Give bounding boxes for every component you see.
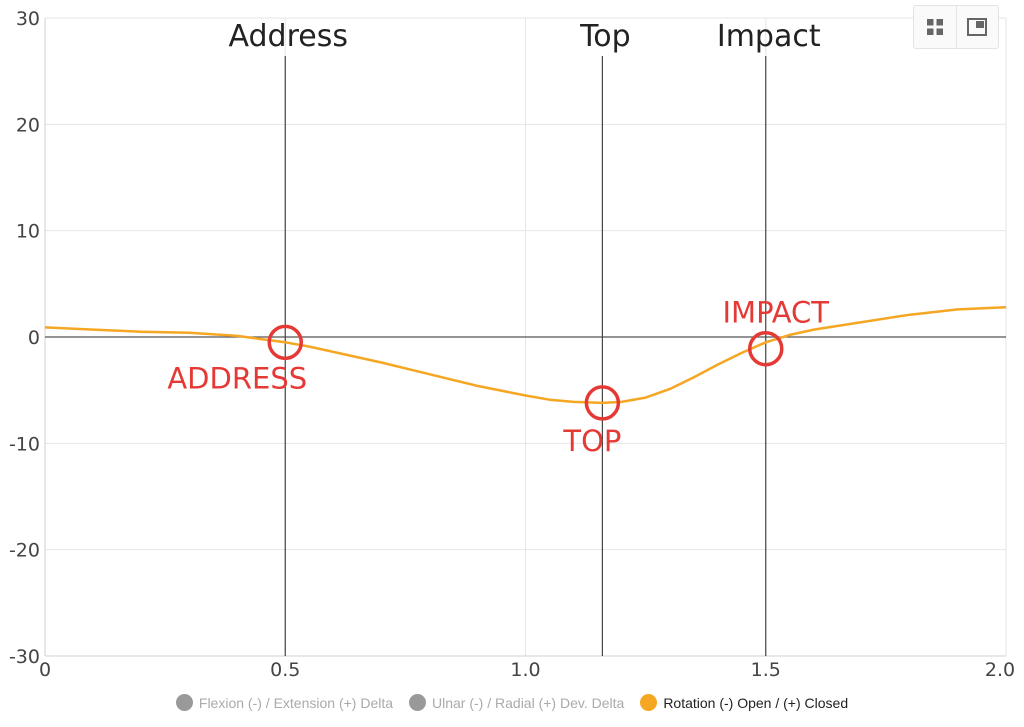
expand-button[interactable] [955,6,999,48]
y-tick-label: -30 [9,646,40,668]
legend-item[interactable]: Flexion (-) / Extension (+) Delta [173,694,396,711]
y-tick-label: 0 [28,327,40,349]
grid-view-button[interactable] [914,6,956,48]
legend-item[interactable]: Rotation (-) Open / (+) Closed [637,694,851,711]
grid-icon [926,19,943,35]
legend-label: Rotation (-) Open / (+) Closed [663,694,849,711]
phase-label: Address [229,19,348,54]
y-tick-label: -10 [9,433,40,455]
phase-label: Impact [717,19,821,54]
chart-toolbar [913,5,999,49]
y-tick-label: 30 [16,8,40,30]
event-marker-circle [748,330,784,367]
event-label: IMPACT [723,296,830,330]
x-tick-label: 0 [39,659,51,681]
event-marker-circle [267,324,303,361]
legend-label: Ulnar (-) / Radial (+) Dev. Delta [432,694,625,711]
chart-legend: Flexion (-) / Extension (+) Delta Ulnar (… [0,694,1024,711]
series-line-rotation [44,305,1007,405]
x-tick-label: 1.5 [751,659,781,681]
event-markers: ADDRESS TOP IMPACT [167,296,829,458]
x-tick-label: 2.0 [985,659,1015,681]
expand-icon [967,18,988,36]
legend-dot-icon [409,694,427,711]
legend-dot-icon [175,694,193,711]
legend-dot-icon [640,694,658,711]
event-label: TOP [562,424,621,458]
phase-lines: Address Top Impact [229,19,821,656]
event-marker-circle [584,385,621,421]
y-tick-label: -20 [9,540,40,562]
legend-item[interactable]: Ulnar (-) / Radial (+) Dev. Delta [406,694,627,711]
phase-label: Top [579,19,631,54]
legend-label: Flexion (-) / Extension (+) Delta [198,694,394,711]
y-tick-label: 20 [16,114,40,136]
x-tick-label: 0.5 [270,659,300,681]
y-tick-label: 10 [16,221,40,243]
series-layer [44,305,1007,405]
x-tick-label: 1.0 [510,659,540,681]
event-label: ADDRESS [167,361,307,395]
